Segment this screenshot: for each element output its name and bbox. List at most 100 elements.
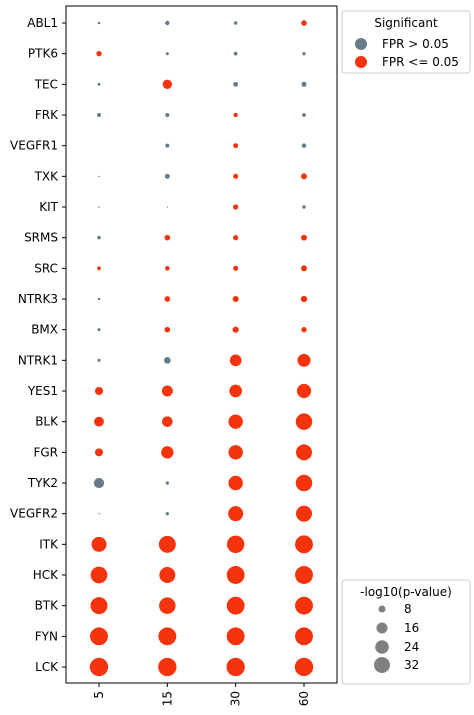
data-point [233,112,238,118]
data-point [301,326,307,333]
x-tick-label: 15 [160,691,174,706]
legend-label: FPR > 0.05 [382,37,449,51]
data-point [228,445,243,460]
data-point [89,657,109,677]
y-tick-label: NTRK1 [18,353,58,367]
data-point [98,513,100,515]
data-point [228,475,243,491]
data-point [90,627,108,646]
size-legend-label: 32 [404,658,419,672]
data-point [302,113,306,117]
data-point [301,143,307,148]
data-point [229,354,242,367]
data-point [226,657,245,677]
size-legend-label: 24 [404,640,419,654]
data-point [226,535,245,554]
color-legend-title: Significant [374,16,438,30]
data-point [302,51,306,56]
data-point [301,81,307,87]
size-legend-marker [374,657,390,673]
x-axis-ticks: 5 15 30 60 [92,683,311,706]
data-point [301,234,307,241]
color-legend: Significant FPR > 0.05 FPR <= 0.05 [341,10,471,74]
y-tick-label: BLK [35,415,59,429]
data-point [295,596,313,615]
data-point [295,413,313,430]
data-point [301,20,307,26]
y-tick-label: FGR [33,445,58,459]
data-point [165,20,170,26]
data-point [165,511,170,516]
data-point [93,477,105,489]
data-point [159,567,176,583]
size-legend-marker [375,640,389,654]
y-tick-label: PTK6 [28,47,58,61]
data-point [296,444,312,461]
data-point [90,566,108,584]
y-tick-label: HCK [33,568,59,582]
legend-marker [355,56,367,68]
points-layer [89,20,314,677]
data-point [96,50,102,57]
data-point [164,173,170,179]
data-point [158,535,176,553]
data-point [229,384,242,398]
size-legend-items: 8 16 24 32 [374,602,419,673]
data-point [97,113,101,117]
data-point [295,535,313,554]
y-tick-label: TXK [34,169,60,183]
data-point [226,566,245,584]
data-point [300,265,308,272]
data-point [164,326,171,333]
data-point [165,52,169,56]
data-point [165,112,170,118]
y-tick-label: LCK [35,660,59,674]
data-point [226,596,245,615]
data-point [295,566,313,584]
data-point [97,235,101,240]
data-point [296,505,312,522]
data-point [228,414,243,429]
data-point [94,416,104,427]
y-tick-label: SRC [34,261,58,275]
y-tick-label: VEGFR2 [10,507,58,521]
size-legend-box [341,579,471,685]
data-point [161,385,173,397]
data-point [300,173,308,180]
data-point [158,627,177,646]
size-legend-label: 8 [404,602,412,616]
data-point [295,474,313,492]
size-legend: -log10(p-value) 8 16 24 32 [341,579,471,685]
y-tick-label: KIT [39,200,58,214]
data-point [97,328,101,332]
data-point [233,173,239,179]
data-point [166,206,168,208]
data-point [232,204,239,210]
y-axis-ticks: ABL1 PTK6 TEC FRK VEGFR1 TXK KIT SRMS SRC NTRK3 BM… [10,16,66,674]
data-point [296,383,312,399]
x-tick-label: 60 [297,691,311,706]
data-point [233,235,239,241]
data-point [295,627,313,646]
legend-label: FPR <= 0.05 [382,55,459,69]
x-tick-label: 5 [92,691,106,699]
data-point [90,597,108,615]
data-point [233,81,239,87]
y-tick-label: VEGFR1 [10,139,58,153]
data-point [165,143,170,148]
data-point [158,657,177,677]
data-point [232,326,239,333]
data-point [162,79,173,90]
data-point [294,657,314,677]
data-point [165,266,170,271]
data-point [297,353,311,367]
data-point [97,358,101,362]
data-point [163,356,171,364]
plot-frame [65,5,338,684]
size-legend-marker [376,622,388,634]
data-point [98,206,100,208]
y-tick-label: BTK [35,599,60,613]
data-point [95,387,103,395]
data-point [97,297,101,301]
